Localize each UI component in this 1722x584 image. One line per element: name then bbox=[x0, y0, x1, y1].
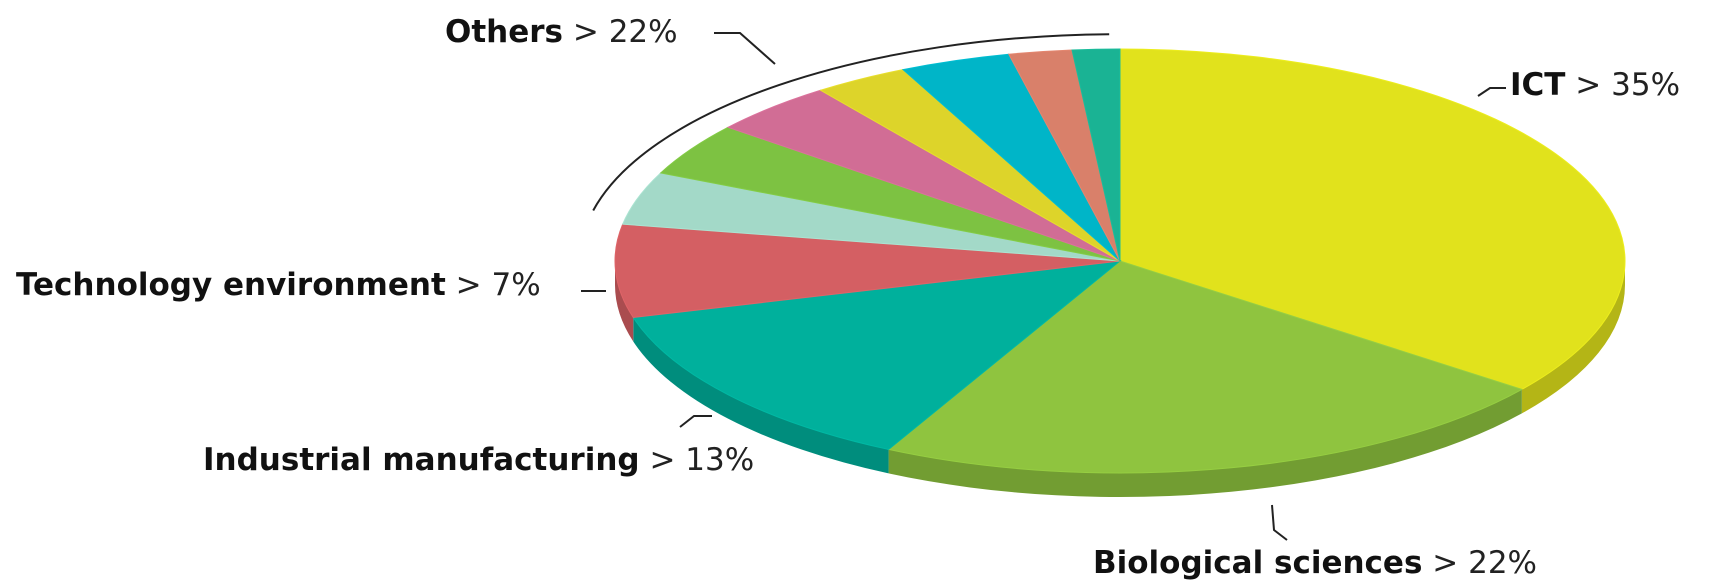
value-label: > 22% bbox=[1432, 545, 1537, 581]
slice bbox=[1071, 48, 1121, 262]
slice-side bbox=[1521, 261, 1625, 414]
slice-side bbox=[888, 389, 1522, 497]
slice bbox=[632, 260, 1122, 450]
leader-line bbox=[679, 415, 712, 428]
value-label: > 13% bbox=[649, 442, 754, 478]
pie bbox=[614, 48, 1626, 497]
category-label: Industrial manufacturing bbox=[203, 442, 640, 478]
category-label: Biological sciences bbox=[1093, 545, 1422, 581]
slice-label: Technology environment > 7% bbox=[16, 267, 541, 303]
group-arc bbox=[592, 33, 1110, 211]
slice-label: Others > 22% bbox=[445, 14, 678, 50]
leader-line bbox=[714, 32, 776, 65]
slice bbox=[1119, 48, 1626, 390]
value-label: > 22% bbox=[573, 14, 678, 50]
slice bbox=[887, 260, 1524, 474]
category-label: Others bbox=[445, 14, 563, 50]
slice bbox=[614, 223, 1121, 319]
slice-label: Industrial manufacturing > 13% bbox=[203, 442, 754, 478]
slice-label: ICT > 35% bbox=[1510, 67, 1680, 103]
leader-line bbox=[1271, 504, 1288, 541]
leader-line bbox=[1477, 87, 1506, 97]
slice-side bbox=[633, 317, 889, 474]
value-label: > 35% bbox=[1575, 67, 1680, 103]
value-label: > 7% bbox=[456, 267, 541, 303]
slice-label: Biological sciences > 22% bbox=[1093, 545, 1537, 581]
category-label: Technology environment bbox=[16, 267, 446, 303]
category-label: ICT bbox=[1510, 67, 1565, 103]
